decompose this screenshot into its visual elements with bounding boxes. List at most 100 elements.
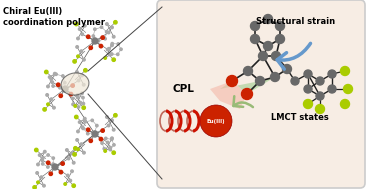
Circle shape <box>112 129 115 131</box>
Circle shape <box>111 43 113 45</box>
Circle shape <box>52 85 54 87</box>
Circle shape <box>112 58 115 61</box>
Circle shape <box>81 126 84 129</box>
Ellipse shape <box>61 73 89 95</box>
Circle shape <box>105 137 107 140</box>
Circle shape <box>316 77 324 85</box>
Circle shape <box>87 128 90 132</box>
Circle shape <box>47 161 50 164</box>
Circle shape <box>344 84 352 94</box>
Circle shape <box>72 161 75 164</box>
Circle shape <box>112 151 115 154</box>
Circle shape <box>328 70 336 78</box>
Circle shape <box>109 148 112 151</box>
Circle shape <box>110 53 113 55</box>
Circle shape <box>316 92 324 100</box>
Circle shape <box>304 85 312 93</box>
Circle shape <box>52 157 54 159</box>
Circle shape <box>59 87 61 89</box>
Circle shape <box>100 26 103 28</box>
Circle shape <box>72 103 74 106</box>
Circle shape <box>91 119 94 122</box>
Circle shape <box>82 96 84 99</box>
Circle shape <box>48 76 51 78</box>
Circle shape <box>104 38 106 40</box>
Circle shape <box>62 86 68 92</box>
Circle shape <box>276 35 284 43</box>
Circle shape <box>81 33 84 36</box>
Circle shape <box>41 159 44 161</box>
Circle shape <box>89 139 92 143</box>
Circle shape <box>43 184 45 187</box>
Polygon shape <box>220 77 275 94</box>
Circle shape <box>94 131 96 133</box>
Circle shape <box>106 116 108 118</box>
FancyBboxPatch shape <box>157 0 365 188</box>
Circle shape <box>107 31 110 34</box>
Circle shape <box>272 51 280 60</box>
Circle shape <box>71 170 73 173</box>
Circle shape <box>37 163 39 166</box>
Circle shape <box>82 102 85 105</box>
Circle shape <box>50 78 52 81</box>
Circle shape <box>241 88 252 99</box>
Circle shape <box>44 150 46 153</box>
Circle shape <box>43 108 46 111</box>
Circle shape <box>51 81 54 84</box>
Circle shape <box>72 97 74 100</box>
Circle shape <box>59 170 63 174</box>
Circle shape <box>105 31 108 33</box>
Text: Eu(III): Eu(III) <box>207 119 225 123</box>
Circle shape <box>304 99 312 108</box>
Circle shape <box>92 35 95 37</box>
Circle shape <box>34 148 38 152</box>
FancyArrowPatch shape <box>233 96 253 107</box>
Circle shape <box>112 36 115 38</box>
Circle shape <box>111 44 113 46</box>
FancyArrowPatch shape <box>277 43 310 69</box>
Circle shape <box>83 58 85 61</box>
Circle shape <box>77 130 79 133</box>
Circle shape <box>251 22 259 30</box>
Circle shape <box>74 105 76 107</box>
Circle shape <box>77 148 79 151</box>
Circle shape <box>66 149 68 151</box>
Circle shape <box>76 46 79 48</box>
Circle shape <box>258 51 268 60</box>
Circle shape <box>47 166 49 168</box>
Circle shape <box>37 181 39 184</box>
Circle shape <box>106 48 109 51</box>
Circle shape <box>94 28 96 30</box>
Circle shape <box>50 98 53 101</box>
Circle shape <box>83 151 85 154</box>
Circle shape <box>114 21 117 24</box>
Circle shape <box>66 174 69 177</box>
Circle shape <box>84 121 87 123</box>
Circle shape <box>47 154 49 156</box>
Circle shape <box>52 164 58 170</box>
Circle shape <box>42 157 44 159</box>
Circle shape <box>74 147 77 150</box>
Circle shape <box>283 64 291 74</box>
Circle shape <box>73 60 76 63</box>
Text: Structural strain: Structural strain <box>257 16 335 26</box>
Circle shape <box>291 77 299 85</box>
Circle shape <box>304 70 312 78</box>
Circle shape <box>226 75 237 87</box>
Circle shape <box>79 121 81 123</box>
Circle shape <box>47 103 49 106</box>
Circle shape <box>89 46 92 50</box>
Circle shape <box>111 137 113 139</box>
Circle shape <box>107 124 110 127</box>
Circle shape <box>69 92 73 96</box>
Circle shape <box>82 106 86 109</box>
Circle shape <box>46 94 48 96</box>
Circle shape <box>276 22 284 30</box>
Circle shape <box>69 179 72 182</box>
Circle shape <box>99 44 103 48</box>
Circle shape <box>104 57 106 59</box>
Circle shape <box>57 83 60 86</box>
Circle shape <box>49 172 52 176</box>
Circle shape <box>111 26 113 29</box>
Circle shape <box>101 36 104 39</box>
